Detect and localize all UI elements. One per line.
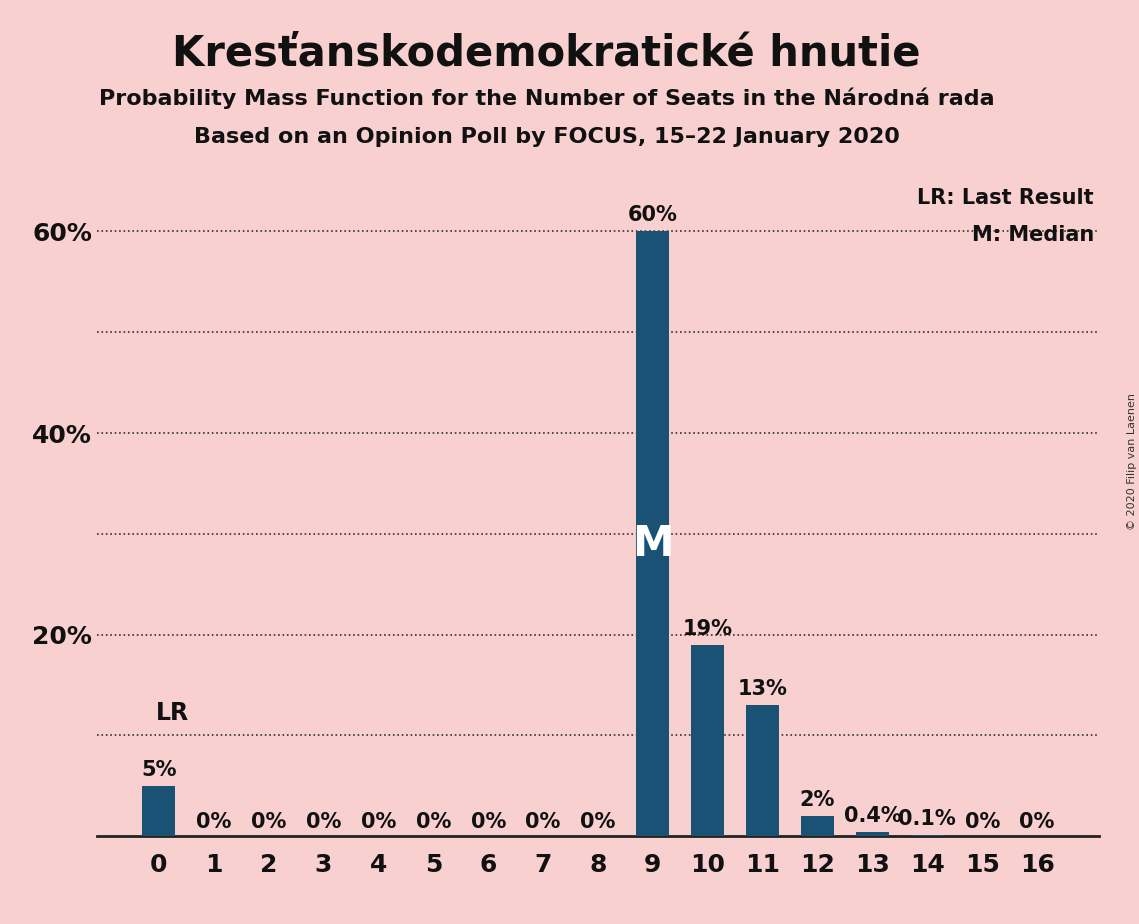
Bar	[857, 833, 888, 836]
Text: 0%: 0%	[361, 812, 396, 833]
Bar	[801, 816, 834, 836]
Text: Probability Mass Function for the Number of Seats in the Národná rada: Probability Mass Function for the Number…	[99, 88, 994, 109]
Bar	[142, 785, 175, 836]
Text: M: Median: M: Median	[972, 225, 1095, 246]
Text: 0%: 0%	[525, 812, 560, 833]
Text: 0%: 0%	[580, 812, 616, 833]
Text: 19%: 19%	[682, 619, 732, 638]
Text: 0%: 0%	[251, 812, 286, 833]
Bar	[911, 835, 944, 836]
Text: LR: LR	[156, 701, 189, 725]
Text: 2%: 2%	[800, 790, 835, 810]
Text: 0%: 0%	[306, 812, 342, 833]
Text: Kresťanskodemokratické hnutie: Kresťanskodemokratické hnutie	[172, 32, 921, 74]
Text: 13%: 13%	[738, 679, 787, 699]
Text: 0%: 0%	[965, 812, 1000, 833]
Text: 0%: 0%	[470, 812, 506, 833]
Bar	[746, 705, 779, 836]
Text: 0%: 0%	[416, 812, 451, 833]
Bar	[637, 231, 670, 836]
Text: © 2020 Filip van Laenen: © 2020 Filip van Laenen	[1126, 394, 1137, 530]
Text: 0%: 0%	[1019, 812, 1055, 833]
Text: M: M	[632, 523, 673, 565]
Text: 5%: 5%	[141, 760, 177, 780]
Text: 0%: 0%	[196, 812, 231, 833]
Text: 0.1%: 0.1%	[899, 809, 957, 829]
Text: Based on an Opinion Poll by FOCUS, 15–22 January 2020: Based on an Opinion Poll by FOCUS, 15–22…	[194, 127, 900, 147]
Text: LR: Last Result: LR: Last Result	[918, 188, 1095, 208]
Bar	[691, 645, 724, 836]
Text: 60%: 60%	[628, 205, 678, 225]
Text: 0.4%: 0.4%	[844, 806, 901, 826]
